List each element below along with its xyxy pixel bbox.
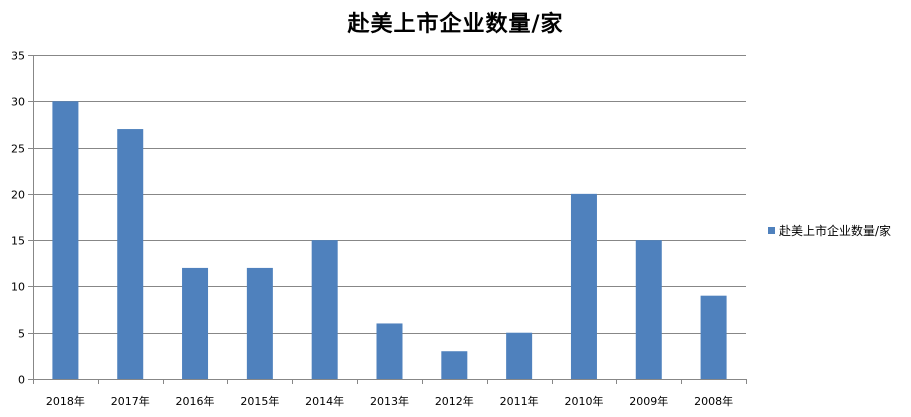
x-tick-label: 2013年 bbox=[370, 394, 409, 408]
bar bbox=[570, 193, 597, 379]
bar bbox=[700, 295, 727, 379]
bar bbox=[635, 240, 662, 379]
bar bbox=[52, 101, 79, 380]
y-tick-label: 35 bbox=[11, 50, 25, 63]
bar bbox=[311, 240, 338, 379]
chart-title: 赴美上市企业数量/家 bbox=[347, 12, 564, 37]
x-tick-label: 2014年 bbox=[305, 394, 344, 408]
x-tick-label: 2015年 bbox=[240, 394, 279, 408]
y-tick-label: 25 bbox=[11, 143, 25, 156]
y-tick-label: 5 bbox=[18, 328, 25, 341]
y-tick-label: 0 bbox=[18, 374, 25, 387]
legend-label: 赴美上市企业数量/家 bbox=[779, 224, 892, 238]
x-tick-label: 2016年 bbox=[176, 394, 215, 408]
y-tick-label: 30 bbox=[11, 96, 25, 109]
bar bbox=[441, 351, 468, 379]
legend: 赴美上市企业数量/家 bbox=[768, 222, 891, 239]
bar bbox=[117, 129, 144, 379]
y-tick-label: 10 bbox=[11, 281, 25, 294]
y-tick-label: 20 bbox=[11, 189, 25, 202]
x-tick-label: 2008年 bbox=[694, 394, 733, 408]
bar bbox=[506, 332, 533, 379]
bar bbox=[182, 267, 209, 379]
x-tick-label: 2018年 bbox=[46, 394, 85, 408]
legend-swatch bbox=[768, 227, 775, 234]
x-tick-label: 2012年 bbox=[435, 394, 474, 408]
bar bbox=[376, 323, 403, 379]
x-tick-label: 2010年 bbox=[564, 394, 603, 408]
y-tick-label: 15 bbox=[11, 235, 25, 248]
x-tick-label: 2011年 bbox=[500, 394, 539, 408]
x-tick-label: 2009年 bbox=[629, 394, 668, 408]
bar bbox=[246, 267, 273, 379]
x-tick-label: 2017年 bbox=[111, 394, 150, 408]
